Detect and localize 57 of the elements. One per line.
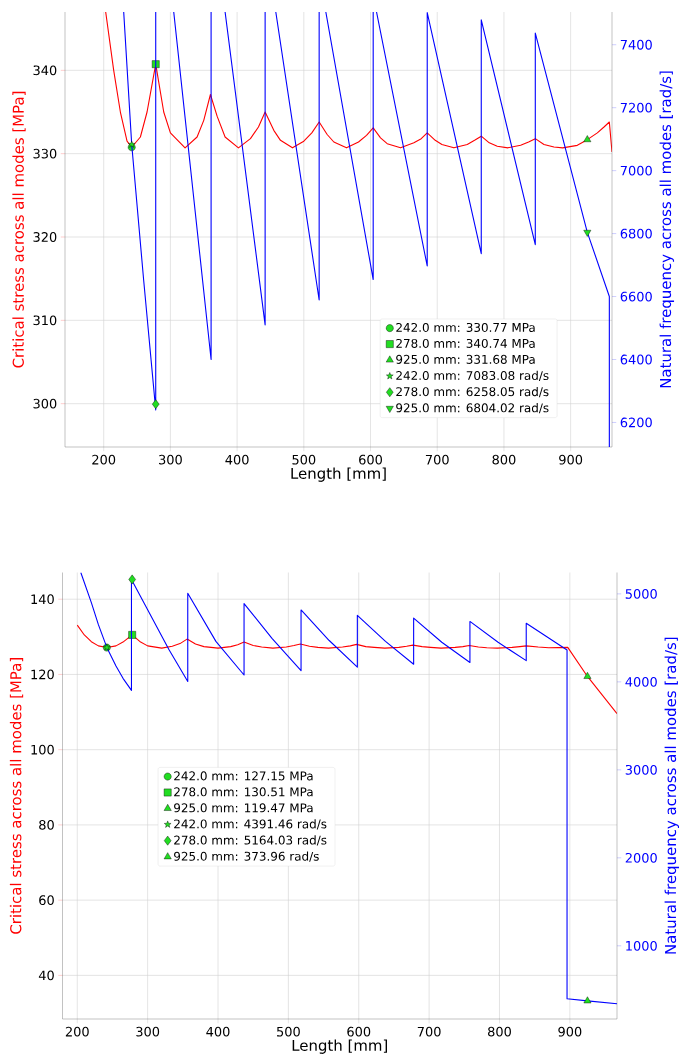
y2-tick-label: 4000 [625,676,657,687]
x-tick-label: 300 [159,454,182,465]
x-tick-label: 200 [65,1026,89,1037]
legend-label: 242.0 mm: 127.15 MPa [174,771,313,781]
legend-label: 242.0 mm: 7083.08 rad/s [396,370,549,381]
y-tick-label: 100 [31,744,54,755]
legend-label: 278.0 mm: 5164.03 rad/s [174,835,327,846]
x-tick-label: 600 [347,1026,371,1037]
y-tick-label: 140 [31,594,54,605]
x-tick-label: 900 [559,454,583,465]
y2-tick-label: 3000 [625,764,657,775]
y-tick-label: 340 [33,65,57,76]
y-tick-label: 60 [39,895,54,906]
x-tick-label: 300 [136,1026,160,1037]
legend-label: 278.0 mm: 130.51 MPa [174,787,313,797]
y2-tick-label: 6800 [620,228,652,239]
y2-tick-label: 6200 [620,417,652,428]
y-tick-label: 310 [33,315,57,326]
legend-label: 242.0 mm: 330.77 MPa [396,322,535,332]
x-tick-label: 400 [206,1026,230,1037]
y-tick-label: 80 [39,820,54,830]
legend-label: 925.0 mm: 373.96 rad/s [174,851,319,862]
legend-label: 242.0 mm: 4391.46 rad/s [174,819,327,830]
x-axis-title: Length [mm] [291,467,386,482]
y2-tick-label: 7200 [620,102,652,113]
x-tick-label: 500 [292,454,316,465]
y2-tick-label: 1000 [626,940,657,951]
x-tick-label: 400 [225,454,249,465]
y-tick-label: 120 [31,669,54,680]
y2-tick-label: 7400 [620,39,652,50]
y-axis-title: Critical stress across all modes [MPa] [12,91,26,368]
x-tick-label: 500 [277,1026,300,1037]
y-tick-label: 330 [33,148,57,159]
y2-tick-label: 6400 [620,354,652,365]
y2-tick-label: 7000 [620,165,652,176]
legend-label: 278.0 mm: 340.74 MPa [396,338,535,348]
x-tick-label: 800 [492,454,516,465]
y2-tick-label: 2000 [625,852,657,863]
y-axis-title: Critical stress across all modes [MPa] [9,658,24,934]
y2-axis-title: Natural frequency across all modes [rad/s] [659,71,675,388]
y2-tick-label: 6600 [620,291,652,302]
legend-label: 925.0 mm: 6804.02 rad/s [396,403,549,414]
x-tick-label: 200 [92,454,116,465]
y2-tick-label: 5000 [625,588,657,599]
y-tick-label: 40 [38,970,54,981]
y-tick-label: 300 [33,398,57,409]
x-tick-label: 700 [425,454,449,465]
x-tick-label: 700 [417,1026,441,1037]
y2-axis-title: Natural frequency across all modes [rad/s] [664,637,679,954]
x-axis-title: Length [mm] [292,1039,387,1054]
y-tick-label: 320 [33,232,57,242]
x-tick-label: 600 [359,454,383,465]
legend-label: 925.0 mm: 119.47 MPa [174,803,313,813]
x-tick-label: 900 [558,1026,582,1037]
legend-label: 278.0 mm: 6258.05 rad/s [396,386,549,398]
legend-label: 925.0 mm: 331.68 MPa [396,354,535,364]
x-tick-label: 800 [488,1026,511,1037]
